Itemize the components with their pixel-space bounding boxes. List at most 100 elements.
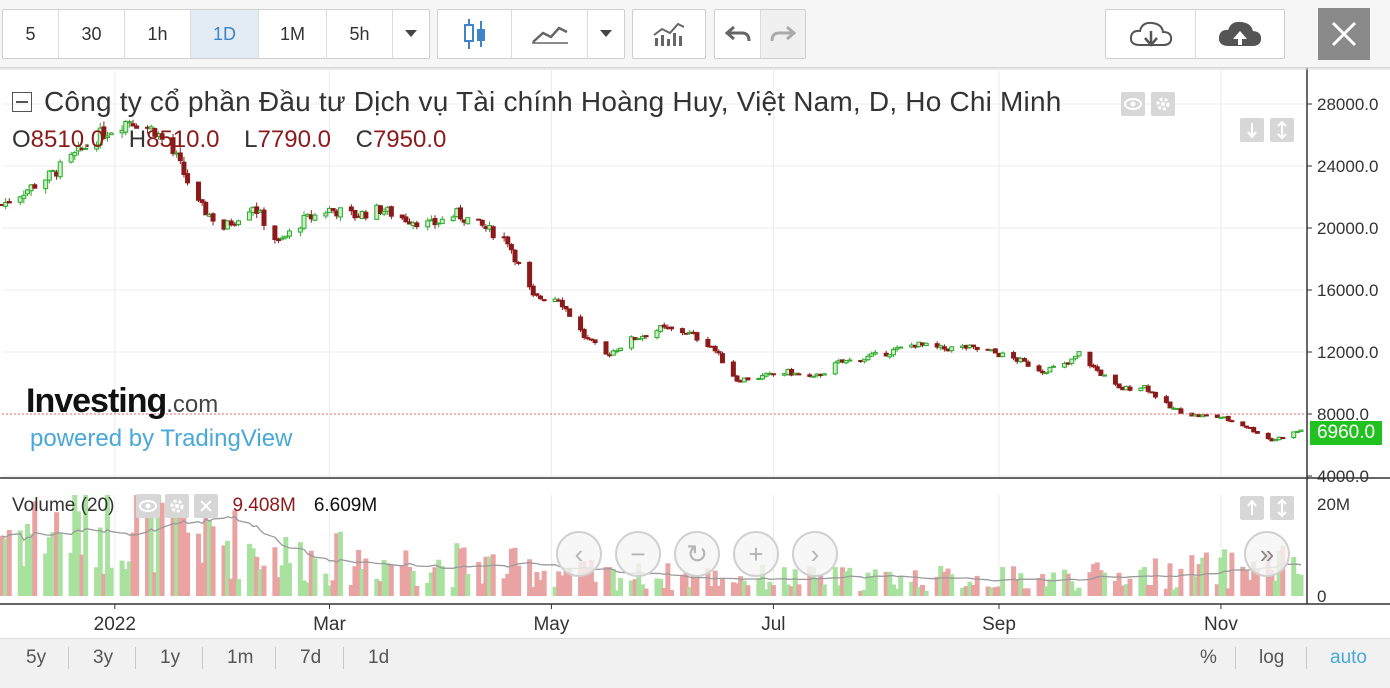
zoom-out-button[interactable]: − [615,531,661,577]
range-1d-button[interactable]: 1d [368,647,390,668]
series-title: Công ty cổ phần Đầu tư Dịch vụ Tài chính… [12,86,1062,118]
candle-body [1036,365,1042,372]
volume-bar [840,567,846,596]
volume-bar [683,572,689,596]
volume-bar [938,565,944,596]
interval-1d-button[interactable]: 1D [191,10,259,58]
candle-body [530,285,536,296]
redo-button[interactable] [761,10,805,58]
load-chart-button[interactable] [1106,10,1196,58]
volume-bar [1214,584,1220,596]
candle-body [923,342,929,347]
maximize-pane-button[interactable] [1270,118,1294,142]
volume-bar [658,578,664,596]
chart-area[interactable]: 4000.0 8000.0 12000.0 16000.0 20000.0 24000.0… [0,68,1390,636]
volume-ma-line [1,515,1302,582]
volume-bar [996,586,1002,596]
percent-scale-button[interactable]: % [1200,647,1217,668]
volume-bar [199,562,205,596]
volume-bar [403,550,409,596]
candle-body [1163,396,1169,403]
range-1m-button[interactable]: 1m [227,647,254,668]
range-1y-button[interactable]: 1y [160,647,181,668]
chevron-down-icon [405,30,417,37]
candle-body [337,207,343,218]
volume-bars [0,495,1304,596]
volume-bar [847,567,853,596]
undo-button[interactable] [715,10,761,58]
volume-bar [945,568,951,596]
low-value: 7790.0 [257,126,331,153]
interval-5h-button[interactable]: 5h [327,10,393,58]
range-3y-button[interactable]: 3y [93,647,114,668]
volume-settings-button[interactable] [165,494,190,518]
volume-bar [1192,576,1198,596]
series-title-text: Công ty cổ phần Đầu tư Dịch vụ Tài chính… [44,86,1062,117]
eye-icon [139,500,158,512]
candle-body [24,189,30,195]
candle-body [832,362,838,375]
volume-bar [195,533,201,596]
volume-bar [923,590,929,596]
volume-bar [170,495,176,596]
candle-body [46,170,52,181]
zoom-in-button[interactable]: + [733,531,779,577]
high-value: 8510.0 [146,126,220,153]
volume-bar [352,566,358,596]
range-5y-button[interactable]: 5y [26,647,47,668]
volume-bar [1247,579,1253,596]
volume-bar [206,519,212,596]
range-7d-button[interactable]: 7d [300,647,322,668]
volume-bar [1014,579,1020,596]
volume-bar [17,530,23,596]
scroll-right-button[interactable]: › [792,531,838,577]
candle-body [1091,364,1097,368]
scroll-left-button[interactable]: ‹ [556,531,602,577]
collapse-toggle[interactable] [12,92,32,112]
volume-eye-button[interactable] [136,494,161,518]
candle-body [603,341,609,355]
volume-maximize-button[interactable] [1270,496,1294,520]
save-chart-button[interactable] [1196,10,1284,58]
candle-body [730,361,736,377]
volume-bar [567,568,573,596]
interval-5-button[interactable]: 5 [3,10,59,58]
volume-move-up-button[interactable] [1240,496,1264,520]
volume-remove-button[interactable] [194,494,219,518]
reset-zoom-button[interactable]: ↻ [674,531,720,577]
volume-bar [1112,581,1118,596]
volume-bar [1040,574,1046,596]
interval-30-button[interactable]: 30 [59,10,125,58]
candle-body [1047,367,1053,373]
volume-bar [286,562,292,596]
line-chart-button[interactable] [512,10,588,58]
volume-bar [1142,567,1148,596]
volume-bar [1021,588,1027,596]
chart-type-dropdown-button[interactable] [588,10,624,58]
volume-bar [3,538,9,596]
interval-dropdown-button[interactable] [393,10,429,58]
candle-body [1145,385,1151,392]
interval-1m-button[interactable]: 1M [259,10,327,58]
chart-canvas[interactable]: 4000.0 8000.0 12000.0 16000.0 20000.0 24000.0… [0,68,1390,636]
candle-body [887,354,893,358]
volume-bar [272,547,278,596]
scroll-to-realtime-button[interactable]: » [1244,531,1290,577]
candle-body [148,126,154,130]
volume-bar [1152,558,1158,596]
indicators-button[interactable] [633,10,705,58]
close-button[interactable] [1318,8,1370,60]
move-down-button[interactable] [1240,118,1264,142]
chevron-down-icon [600,30,612,37]
time-tick-label: Sep [982,614,1016,635]
candles-button[interactable] [438,10,512,58]
eye-toggle-button[interactable] [1121,92,1145,116]
volume-bar [1218,557,1224,596]
auto-scale-button[interactable]: auto [1330,647,1367,668]
interval-1h-button[interactable]: 1h [125,10,191,58]
log-scale-button[interactable]: log [1259,647,1285,668]
volume-bar [257,569,263,596]
series-settings-button[interactable] [1151,92,1175,116]
volume-bar [236,579,242,596]
volume-bar [1047,579,1053,596]
